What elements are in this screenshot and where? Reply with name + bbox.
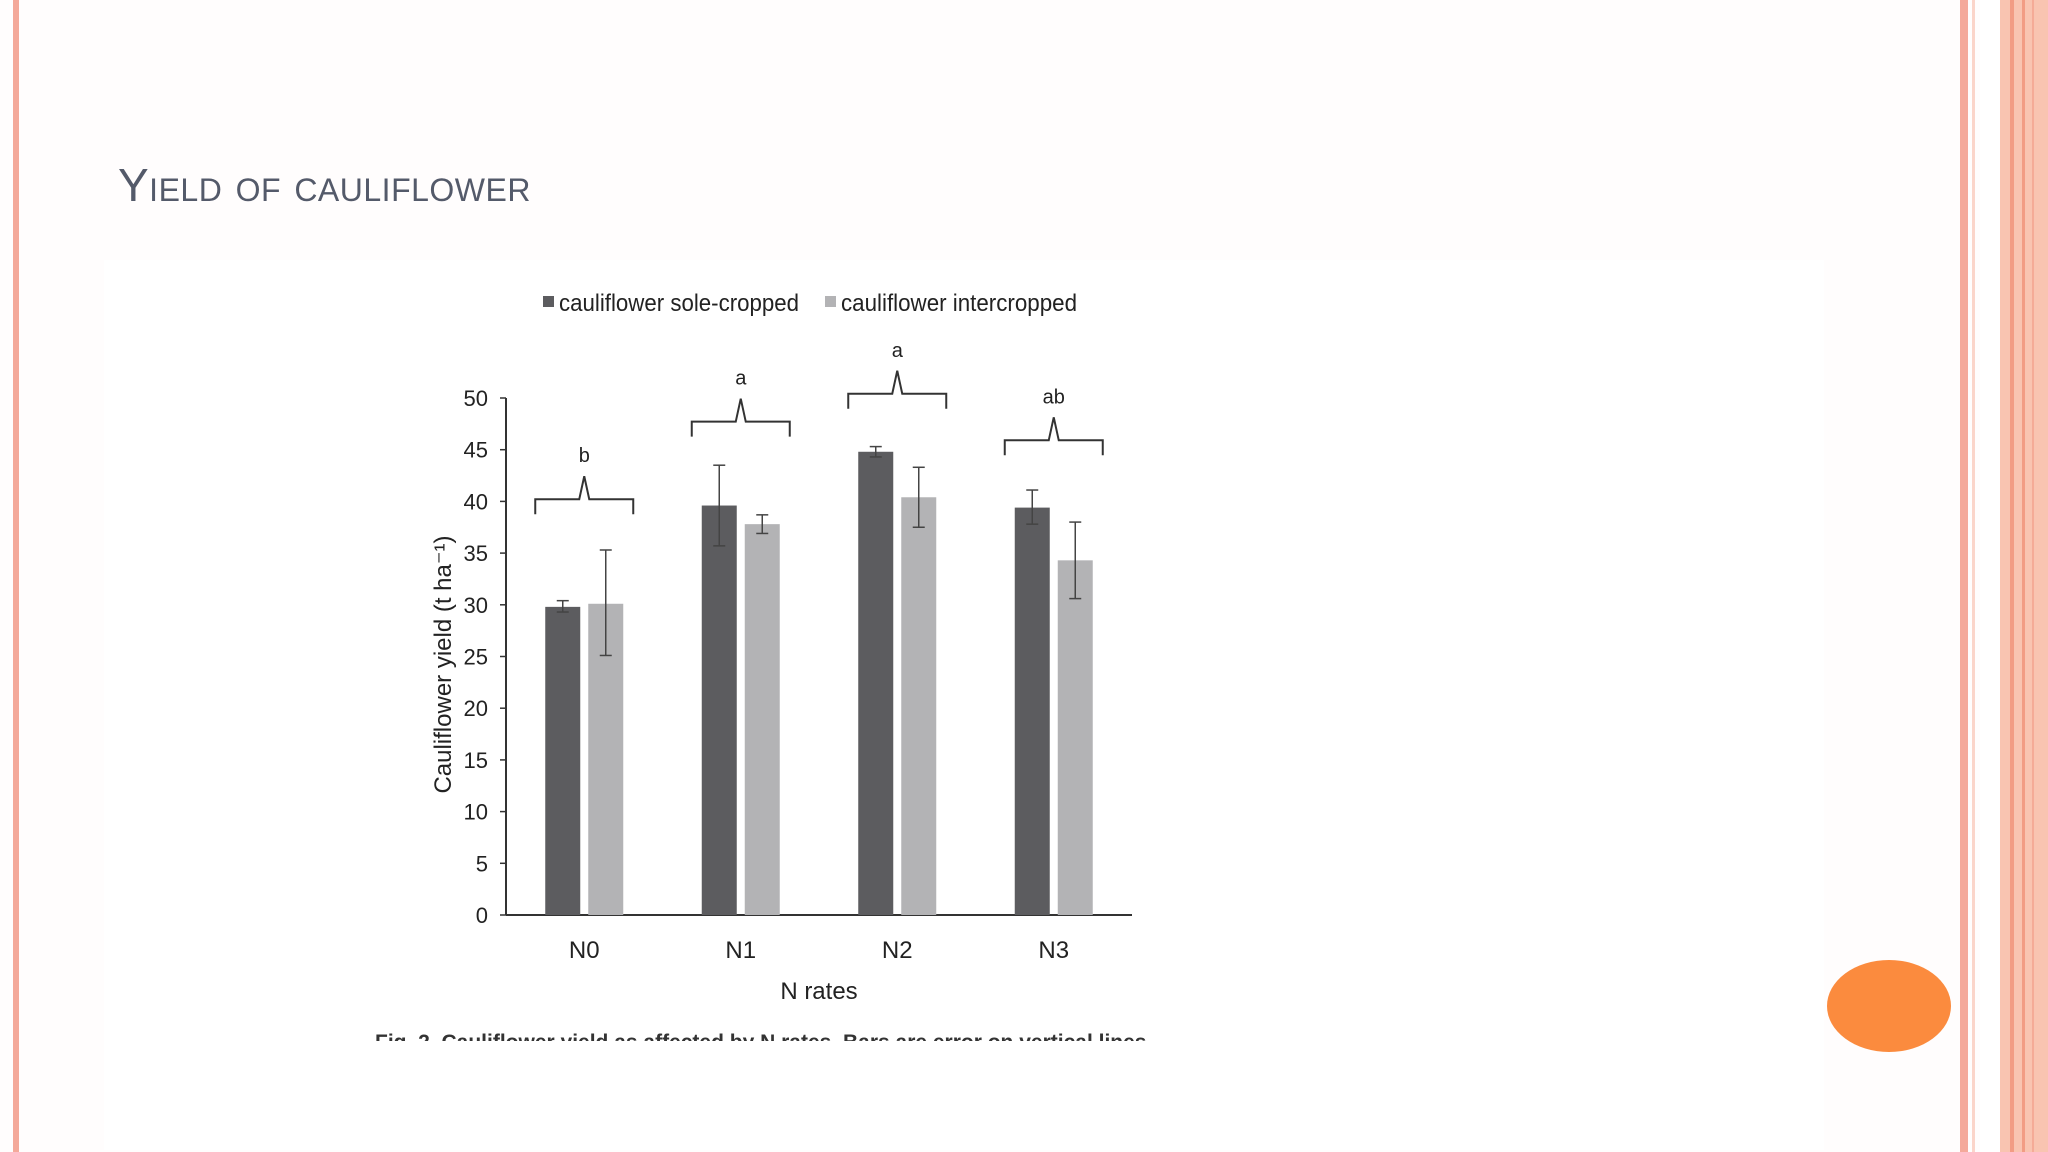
y-tick-label: 40 bbox=[464, 489, 488, 514]
figure-caption: Fig. 2. Cauliflower yield as affected by… bbox=[375, 1028, 1190, 1041]
right-decorative-stripes bbox=[1960, 0, 2048, 1152]
legend-label-2: cauliflower intercropped bbox=[841, 290, 1077, 317]
x-tick-label-N0: N0 bbox=[569, 937, 600, 964]
significance-letter-N2: a bbox=[892, 340, 904, 362]
bar-N1-inter bbox=[744, 524, 780, 915]
bar-N3-sole bbox=[1014, 507, 1050, 915]
bar-N2-sole bbox=[858, 451, 894, 915]
y-tick-label: 10 bbox=[464, 800, 488, 825]
x-tick-label-N1: N1 bbox=[725, 937, 756, 964]
y-tick-label: 20 bbox=[464, 696, 488, 721]
y-tick-label: 5 bbox=[476, 851, 488, 876]
figure-background bbox=[104, 260, 1824, 1150]
bar-N1-sole bbox=[701, 505, 737, 915]
bar-N3-inter bbox=[1057, 560, 1093, 915]
orange-oval-decoration bbox=[1827, 960, 1951, 1052]
significance-letter-N1: a bbox=[735, 368, 747, 390]
y-tick-label: 50 bbox=[464, 386, 488, 411]
significance-brace-N0 bbox=[534, 476, 635, 515]
bar-N0-sole bbox=[545, 606, 581, 915]
y-tick-label: 45 bbox=[464, 438, 488, 463]
significance-letter-N3: ab bbox=[1043, 386, 1065, 408]
y-tick-label: 0 bbox=[476, 903, 488, 928]
legend-swatch-1 bbox=[543, 296, 554, 307]
significance-brace-N1 bbox=[690, 398, 791, 437]
y-tick-label: 25 bbox=[464, 645, 488, 670]
significance-letter-N0: b bbox=[579, 445, 590, 467]
slide-title: Yield of cauliflower bbox=[118, 159, 531, 211]
significance-brace-N2 bbox=[847, 370, 948, 409]
significance-brace-N3 bbox=[1003, 417, 1104, 456]
bar-chart: cauliflower sole-cropped cauliflower inte… bbox=[104, 260, 1824, 1150]
x-tick-label-N2: N2 bbox=[882, 937, 913, 964]
x-axis-title: N rates bbox=[780, 978, 857, 1005]
legend-label-1: cauliflower sole-cropped bbox=[559, 290, 799, 317]
y-tick-label: 35 bbox=[464, 541, 488, 566]
left-accent-border bbox=[13, 0, 19, 1152]
y-tick-label: 15 bbox=[464, 748, 488, 773]
x-tick-label-N3: N3 bbox=[1038, 937, 1069, 964]
legend-swatch-2 bbox=[825, 296, 836, 307]
y-tick-label: 30 bbox=[464, 593, 488, 618]
bar-N2-inter bbox=[901, 497, 937, 915]
y-axis-title: Cauliflower yield (t ha⁻¹) bbox=[430, 535, 457, 793]
